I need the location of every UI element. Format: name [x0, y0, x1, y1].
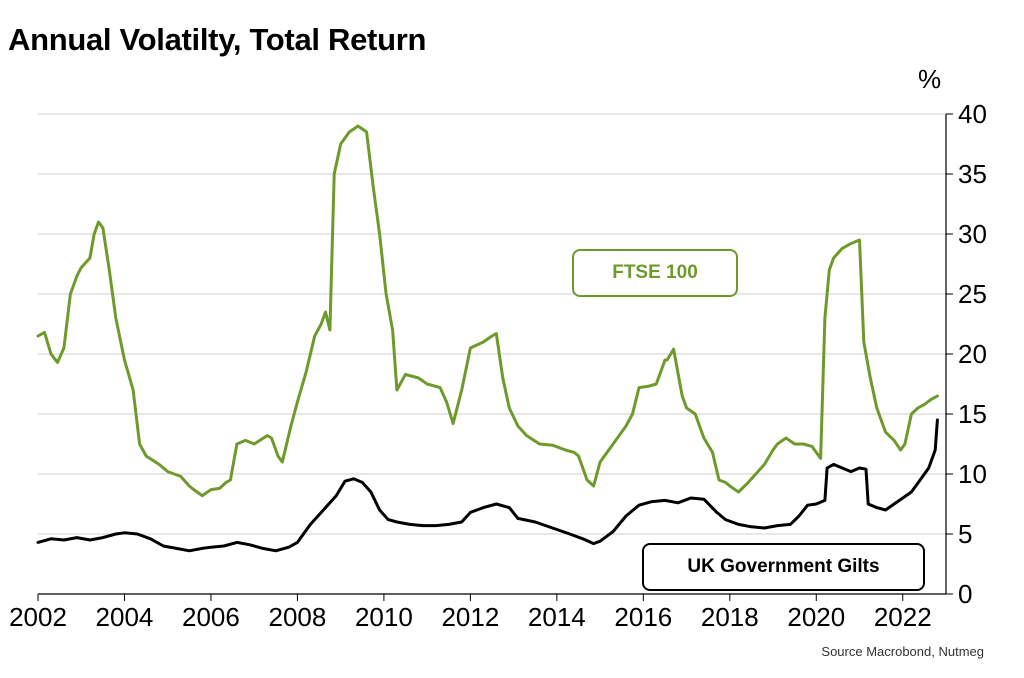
x-tick-label-2012: 2012 — [441, 602, 499, 632]
series-lines — [36, 124, 939, 553]
y-tick-label-10: 10 — [958, 459, 987, 489]
y-axis-unit-label: % — [918, 64, 942, 94]
x-tick-label-2020: 2020 — [787, 602, 845, 632]
legend-uk-government-gilts: UK Government Gilts — [642, 543, 925, 591]
source-note: Source Macrobond, Nutmeg — [821, 644, 984, 659]
series-line-ftse-100 — [36, 124, 939, 498]
y-tick-label-15: 15 — [958, 399, 987, 429]
legend-ftse-100: FTSE 100 — [572, 249, 738, 297]
y-tick-label-40: 40 — [958, 99, 987, 129]
x-tick-label-2010: 2010 — [355, 602, 413, 632]
gridlines — [38, 113, 946, 535]
chart-title: Annual Volatilty, Total Return — [8, 22, 427, 57]
x-tick-label-2002: 2002 — [9, 602, 67, 632]
x-tick-label-2014: 2014 — [528, 602, 586, 632]
x-tick-label-2008: 2008 — [269, 602, 327, 632]
x-axis-ticks: 2002 2004 2006 2008 2010 2012 2014 2016 2018 2020… — [9, 594, 932, 632]
x-tick-label-2022: 2022 — [874, 602, 932, 632]
y-tick-label-35: 35 — [958, 159, 987, 189]
x-tick-label-2006: 2006 — [182, 602, 240, 632]
y-tick-label-20: 20 — [958, 339, 987, 369]
x-tick-label-2004: 2004 — [96, 602, 154, 632]
x-tick-label-2016: 2016 — [614, 602, 672, 632]
y-tick-label-0: 0 — [958, 579, 972, 609]
y-axis-ticks: 0 5 10 15 20 25 30 35 40 — [946, 99, 987, 609]
y-tick-label-5: 5 — [958, 519, 972, 549]
y-tick-label-30: 30 — [958, 219, 987, 249]
x-tick-label-2018: 2018 — [701, 602, 759, 632]
y-tick-label-25: 25 — [958, 279, 987, 309]
series-line-uk-government-gilts — [36, 418, 939, 553]
